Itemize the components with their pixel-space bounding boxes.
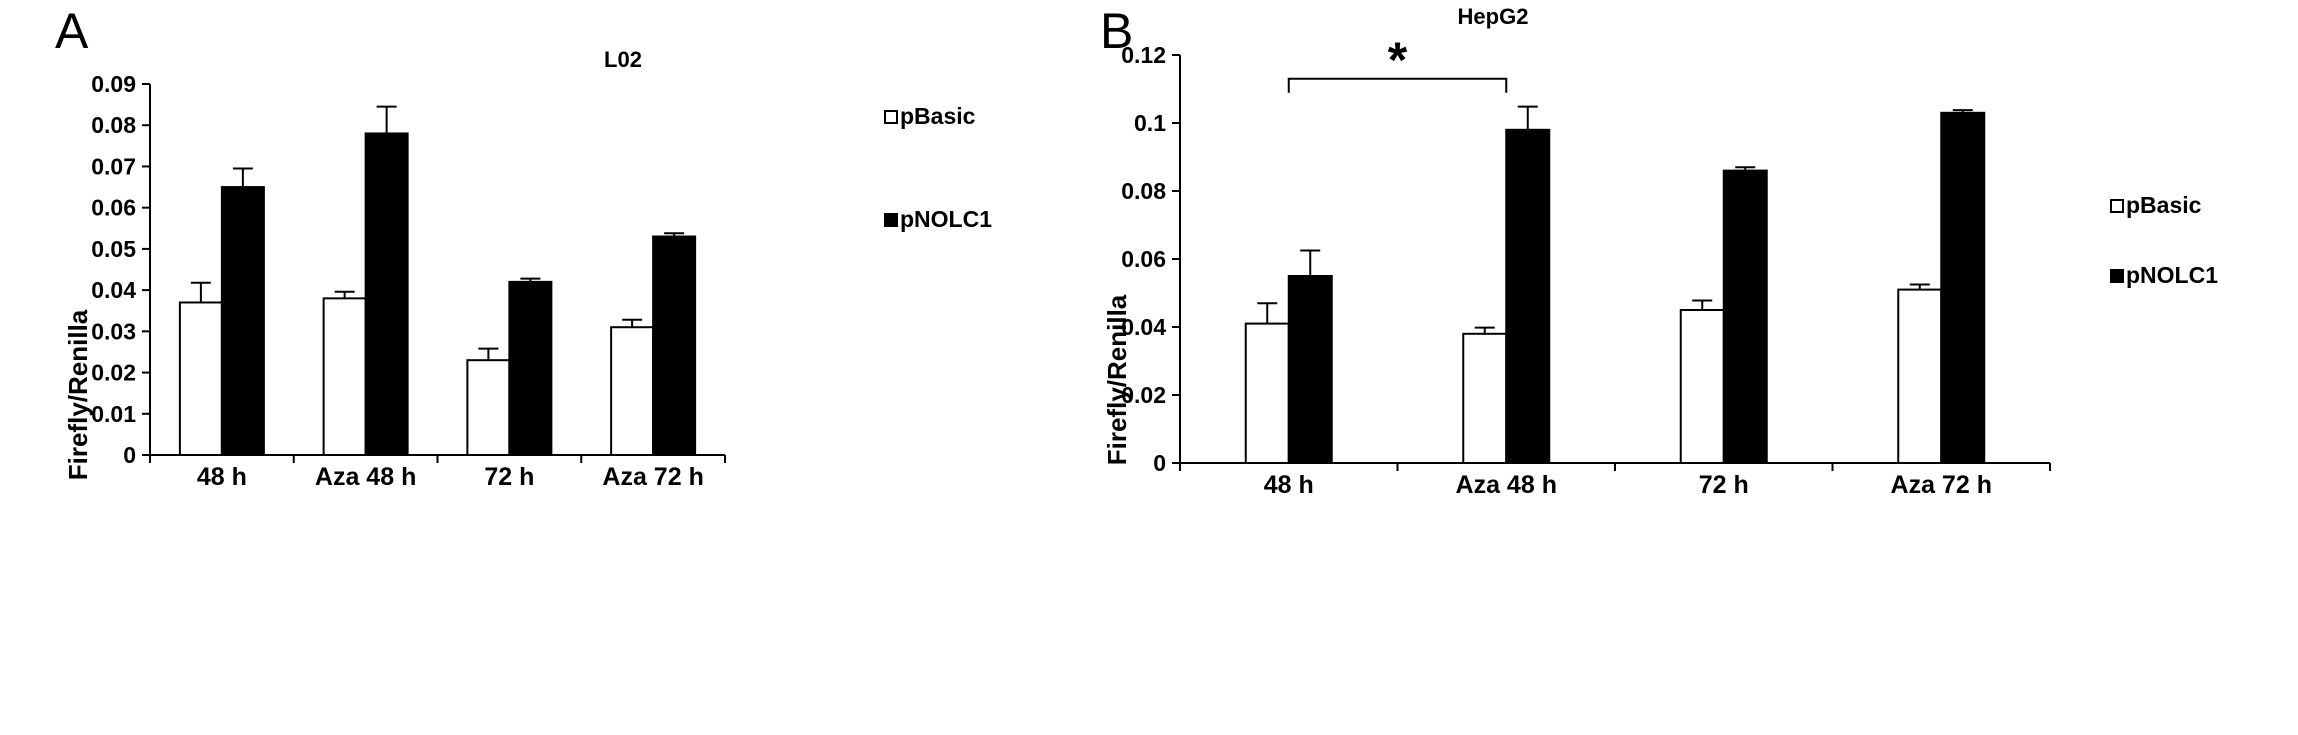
x-tick-label: Aza 72 h [1891, 471, 1992, 499]
y-tick-label: 0.08 [1121, 178, 1166, 204]
y-tick-label: 0.03 [91, 318, 136, 344]
y-tick-label: 0.08 [91, 112, 136, 138]
significance-marker: * [1388, 32, 1408, 88]
legend-swatch-pbasic [884, 110, 898, 124]
bar-pbasic-aza-72-h [610, 326, 655, 457]
y-tick-label: 0.02 [91, 360, 136, 386]
x-tick-label: 48 h [1264, 471, 1314, 499]
x-tick-label: Aza 72 h [602, 463, 703, 491]
bar-pnolc1-72-h [1722, 169, 1768, 464]
panel-a-title: L02 [604, 47, 642, 72]
x-tick-label: Aza 48 h [1456, 471, 1557, 499]
panel-a-letter: A [55, 3, 89, 59]
bar-pbasic-aza-72-h [1897, 288, 1943, 464]
y-tick-label: 0.09 [91, 71, 136, 97]
y-tick-label: 0 [123, 442, 136, 468]
bar-pbasic-aza-48-h [322, 297, 367, 456]
bar-pnolc1-aza-72-h [652, 235, 697, 456]
bar-pnolc1-aza-48-h [1505, 128, 1551, 465]
panel-b-legend: pBasic pNOLC1 [2110, 192, 2218, 288]
y-tick-label: 0.1 [1134, 110, 1166, 136]
bar-pnolc1-aza-72-h [1940, 111, 1986, 465]
bar-pbasic-72-h [466, 359, 511, 457]
panel-b-plot-area: 48 h Aza 48 h 72 h Aza 72 h 0 0.02 0.04 0.06 0.0… [1121, 32, 2051, 499]
x-tick-label: Aza 48 h [315, 463, 416, 491]
y-tick-label: 0.04 [1121, 314, 1166, 340]
legend-label-pbasic: pBasic [2126, 192, 2202, 218]
panel-b-letter: B [1100, 3, 1133, 59]
x-tick-label: 72 h [484, 463, 534, 491]
bar-pnolc1-48-h [220, 186, 265, 457]
bar-pnolc1-48-h [1287, 275, 1333, 464]
y-tick-label: 0.05 [91, 236, 136, 262]
x-tick-label: 72 h [1699, 471, 1749, 499]
y-tick-label: 0.04 [91, 277, 136, 303]
bar-pbasic-48-h [1244, 322, 1290, 464]
y-tick-label: 0.01 [91, 401, 136, 427]
panel-b: B HepG2 Firefly/Renilla 48 h Aza 48 h 72 h… [1100, 3, 2218, 499]
bar-pbasic-72-h [1679, 309, 1725, 464]
y-tick-label: 0.12 [1121, 42, 1166, 68]
significance-bracket [1287, 77, 1508, 93]
x-tick-label: 48 h [197, 463, 247, 491]
y-tick-label: 0.02 [1121, 382, 1166, 408]
y-tick-label: 0.06 [91, 195, 136, 221]
legend-swatch-pnolc1 [884, 213, 898, 227]
panel-a-y-axis-label: Firefly/Renilla [63, 309, 93, 480]
panel-a-legend: pBasic pNOLC1 [884, 103, 992, 232]
bar-pbasic-aza-48-h [1462, 332, 1508, 464]
bar-pnolc1-72-h [508, 280, 553, 456]
legend-swatch-pbasic [2110, 199, 2124, 213]
legend-label-pbasic: pBasic [900, 103, 976, 129]
panel-b-y-axis-label: Firefly/Renilla [1102, 294, 1132, 465]
y-tick-label: 0 [1153, 450, 1166, 476]
legend-label-pnolc1: pNOLC1 [2126, 262, 2218, 288]
panel-a: A L02 Firefly/Renilla 48 h Aza 48 h 72 h Az… [55, 3, 992, 491]
y-tick-label: 0.07 [91, 153, 136, 179]
y-tick-label: 0.06 [1121, 246, 1166, 272]
panel-b-title: HepG2 [1458, 4, 1529, 29]
bar-pbasic-48-h [178, 301, 223, 456]
legend-swatch-pnolc1 [2110, 269, 2124, 283]
bar-pnolc1-aza-48-h [364, 132, 409, 456]
panel-a-plot-area: 48 h Aza 48 h 72 h Aza 72 h 0 0.01 0.02 0.03 0.0… [91, 71, 726, 491]
legend-label-pnolc1: pNOLC1 [900, 206, 992, 232]
